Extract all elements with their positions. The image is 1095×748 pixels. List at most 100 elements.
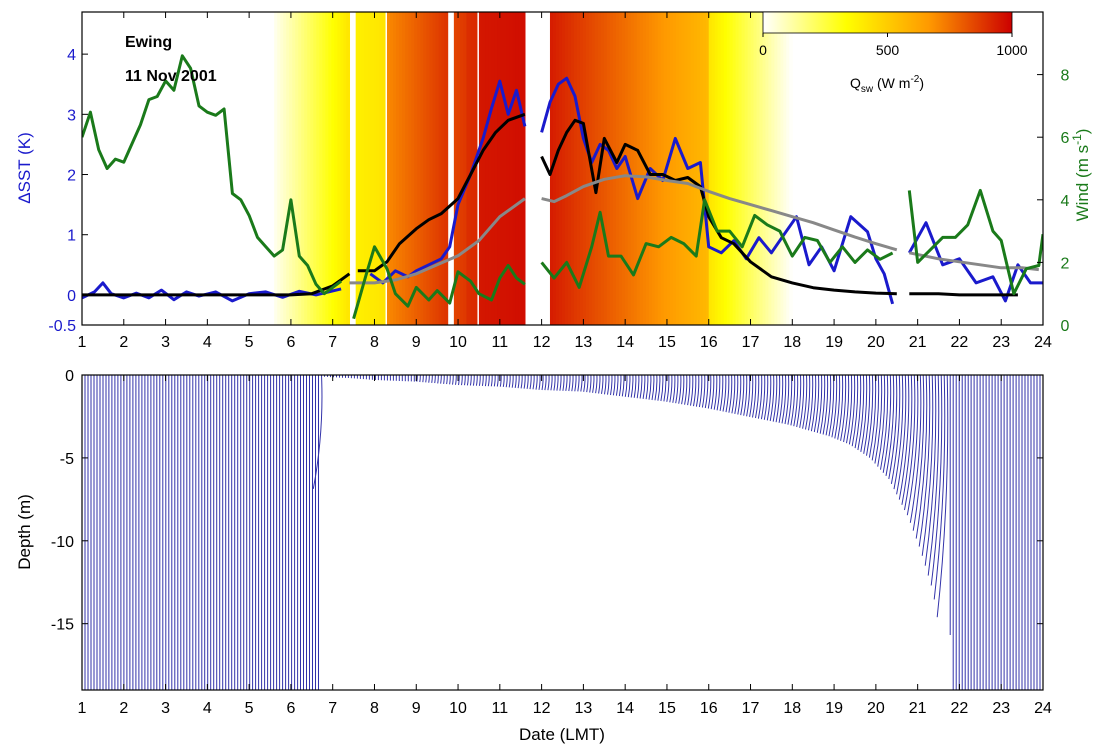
wind-axis: 0 2 4 6 8 (1037, 68, 1070, 335)
right-tick-label: 8 (1061, 68, 1070, 85)
temperature-profile (746, 375, 751, 417)
top-x-tick-label: 14 (616, 334, 634, 351)
temperature-profile (906, 375, 919, 516)
qsw-band (310, 12, 314, 325)
qsw-band (774, 12, 778, 325)
temperature-profile (565, 375, 568, 391)
qsw-band (705, 12, 710, 325)
temperature-profile (763, 375, 769, 420)
series-line-2 (541, 174, 898, 252)
qsw-band (298, 12, 302, 325)
temperature-profile (544, 375, 547, 391)
qsw-band (672, 12, 677, 325)
temperature-profile (672, 375, 676, 403)
qsw-band (390, 12, 394, 325)
bottom-panel: 0-5-10-15 1 2 3 4 5 6 7 8 9 10 11 12 13 14 15 16 17 18 19 2… (15, 368, 1052, 744)
qsw-band (292, 12, 296, 325)
depth-tick-label: 0 (65, 368, 74, 385)
qsw-band (521, 12, 526, 325)
temperature-profile (490, 375, 493, 387)
temperature-profile (921, 375, 934, 556)
qsw-band (756, 12, 761, 325)
temperature-profile (843, 375, 850, 443)
bottom-x-tick-label: 9 (412, 700, 421, 717)
qsw-band (693, 12, 698, 325)
qsw-band (469, 12, 473, 325)
temperature-profile (312, 375, 323, 489)
qsw-band (654, 12, 659, 325)
series-line-3 (82, 54, 342, 296)
qsw-band (307, 12, 311, 325)
temperature-profile (793, 375, 799, 427)
temperature-profile (901, 375, 913, 505)
temperature-profile (505, 375, 508, 388)
temperature-profile (475, 375, 478, 386)
temperature-profile (651, 375, 655, 401)
temperature-profile (757, 375, 763, 419)
depth-axis-title: Depth (m) (15, 494, 34, 570)
temperature-profile (511, 375, 514, 388)
temperature-profile (749, 375, 754, 417)
left-tick-label: 1 (67, 228, 76, 245)
temperature-profile (740, 375, 745, 416)
temperature-profile (678, 375, 682, 404)
temperature-profile (880, 375, 889, 470)
temperature-profile (428, 375, 430, 383)
qsw-band (286, 12, 290, 325)
delta-sst-axis-title: ΔSST (K) (15, 132, 34, 204)
qsw-band (747, 12, 752, 325)
temperature-profile (851, 375, 859, 447)
qsw-band (771, 12, 775, 325)
temperature-profile (526, 375, 529, 389)
temperature-profile (909, 375, 922, 523)
temperature-profile (446, 375, 448, 385)
qsw-band (393, 12, 397, 325)
series-line-1 (909, 292, 1018, 297)
qsw-band (399, 12, 403, 325)
qsw-band (322, 12, 326, 325)
temperature-profile (541, 375, 544, 391)
temperature-profile (755, 375, 760, 419)
qsw-band (325, 12, 329, 325)
temperature-profile (586, 375, 589, 393)
colorbar-tick-label: 0 (759, 42, 767, 58)
temperature-profile (592, 375, 595, 393)
top-x-tick-label: 23 (992, 334, 1010, 351)
bottom-x-tick-label: 5 (245, 700, 254, 717)
temperature-profile (860, 375, 868, 452)
temperature-profile (857, 375, 865, 451)
temperature-profile (484, 375, 487, 387)
temperature-profile (810, 375, 817, 432)
qsw-band (331, 12, 335, 325)
top-x-tick-label: 12 (533, 334, 551, 351)
temperature-profile (529, 375, 532, 390)
bottom-x-tick-label: 18 (783, 700, 801, 717)
temperature-profile (890, 375, 901, 484)
temperature-profile (425, 375, 427, 383)
qsw-band (702, 12, 707, 325)
qsw-band (726, 12, 731, 325)
qsw-band (633, 12, 638, 325)
qsw-band (376, 12, 380, 325)
bottom-x-tick-label: 19 (825, 700, 843, 717)
right-tick-label: 0 (1061, 318, 1070, 335)
temperature-profile (663, 375, 667, 402)
temperature-profile (419, 375, 421, 383)
qsw-band (396, 12, 400, 325)
qsw-band (518, 12, 523, 325)
qsw-band (500, 12, 505, 325)
top-x-tick-label: 3 (161, 334, 170, 351)
qsw-band (346, 12, 351, 325)
top-x-tick-label: 22 (951, 334, 969, 351)
qsw-band (555, 12, 560, 325)
temperature-profile (517, 375, 520, 389)
temperature-profile (766, 375, 772, 421)
temperature-profile (669, 375, 673, 403)
temperature-profile (595, 375, 598, 394)
qsw-band (783, 12, 787, 325)
qsw-band (481, 12, 486, 325)
temperature-profile (716, 375, 721, 411)
bottom-x-tick-label: 21 (909, 700, 927, 717)
temperature-profile (684, 375, 688, 405)
